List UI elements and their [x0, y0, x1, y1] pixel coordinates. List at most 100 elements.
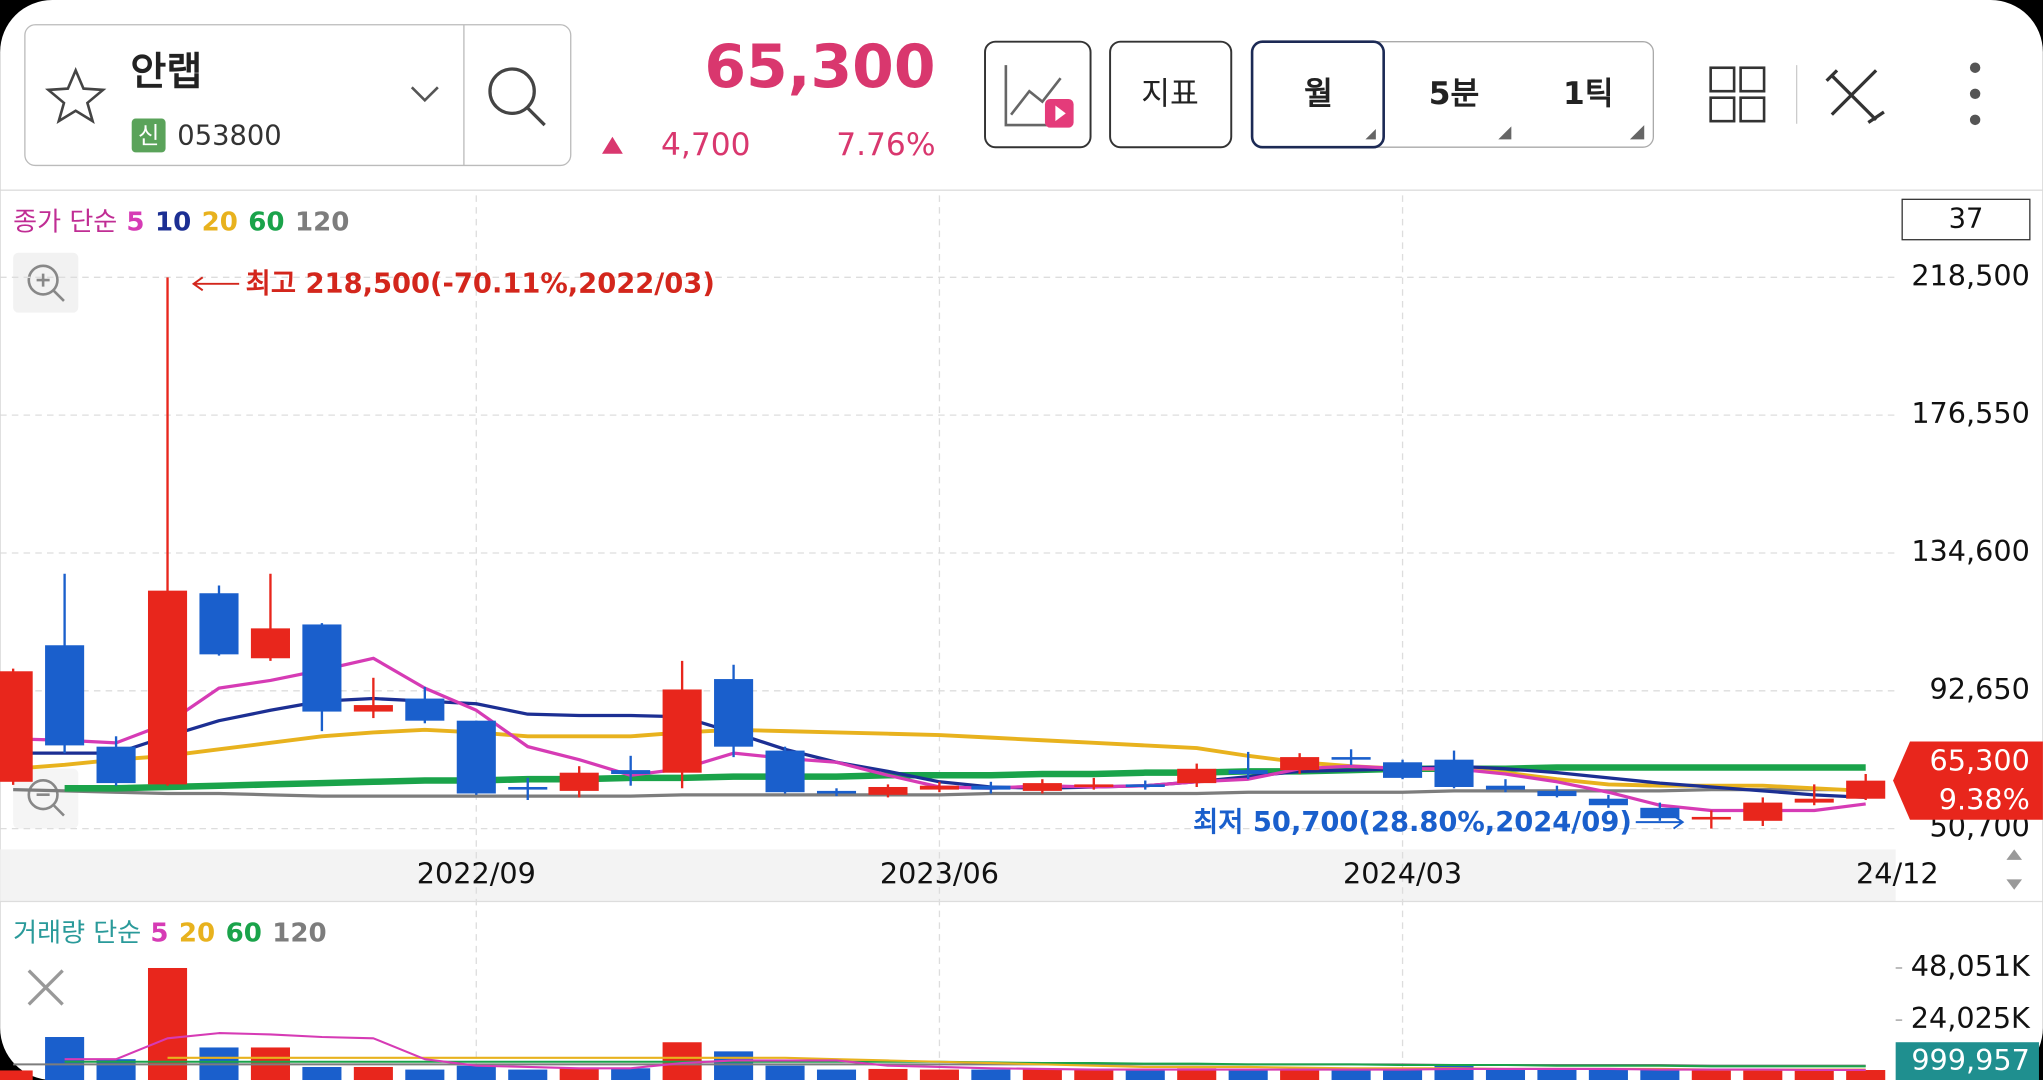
candle-body [868, 786, 908, 795]
volume-bar [919, 1069, 959, 1080]
annotation-arrow [1635, 814, 1685, 830]
close-volume-button[interactable] [27, 969, 64, 1006]
volume-bar [1228, 1070, 1268, 1080]
candle-body [147, 590, 188, 785]
stock-selector[interactable]: 안랩 신 053800 [24, 24, 572, 167]
y-tick-label: 92,650 [1930, 672, 2030, 706]
annotation-arrow [191, 276, 240, 292]
candle-body [1588, 798, 1628, 806]
stock-code: 053800 [177, 120, 281, 151]
candle-body [662, 689, 702, 773]
candle-body [1485, 785, 1526, 790]
volume-bar [0, 1070, 33, 1080]
candle-body [1743, 802, 1783, 821]
volume-bar [1485, 1069, 1526, 1080]
x-tick-label: 24/12 [1856, 856, 1939, 890]
candle-body [1794, 798, 1834, 803]
stock-name: 안랩 [130, 50, 202, 95]
candle-body [611, 770, 651, 775]
count-box [1901, 198, 2031, 241]
volume-bar [456, 1065, 496, 1080]
candle-body [1691, 816, 1731, 820]
volume-bar [405, 1069, 445, 1080]
y-tick-label: 48,051K [1911, 949, 2031, 983]
candle-body [1537, 790, 1577, 797]
x-tick-label: 2023/06 [880, 856, 999, 890]
candle-body [1125, 784, 1165, 787]
legend-entry: 20 [202, 207, 238, 237]
candle-body [199, 593, 239, 655]
volume-bar [714, 1051, 754, 1080]
search-button[interactable] [488, 67, 546, 127]
candle-body [405, 698, 445, 721]
legend-entry: 5 [126, 207, 144, 237]
candle-body [1022, 783, 1062, 791]
candle-body [971, 785, 1011, 790]
candle-body [765, 750, 805, 793]
candle-body [96, 746, 136, 784]
favorite-icon[interactable] [44, 67, 107, 125]
volume-current-box [1895, 1042, 2039, 1080]
legend-entry: 20 [179, 919, 215, 949]
legend-entry: 60 [248, 207, 284, 237]
volume-bar [765, 1065, 805, 1080]
scroll-arrows[interactable] [2006, 849, 2023, 890]
period-selected[interactable] [1250, 40, 1385, 149]
price-change: 4,700 [661, 127, 750, 163]
more-button[interactable] [1969, 62, 1981, 126]
zoom-out-button[interactable] [13, 768, 79, 829]
period-5min[interactable]: 5분 [1429, 76, 1480, 112]
legend-entry: 60 [226, 919, 262, 949]
candle-body [508, 786, 548, 790]
legend-prefix: 종가 단순 [13, 207, 117, 237]
tools-button[interactable] [1825, 69, 1885, 124]
period-tick[interactable]: 1틱 [1563, 76, 1614, 112]
candle-body [1228, 770, 1268, 775]
badge: 신 [138, 121, 160, 149]
chart-replay-button[interactable] [984, 40, 1092, 149]
price-tag-percent: 9.38% [1939, 782, 2030, 816]
volume-bar [1125, 1070, 1165, 1080]
volume-bar [1022, 1068, 1062, 1080]
volume-bar [611, 1068, 651, 1080]
current-price: 65,300 [704, 32, 935, 102]
candle-body [0, 671, 33, 782]
volume-bar [971, 1069, 1011, 1080]
candle-body [1331, 757, 1371, 760]
candle-body [1280, 757, 1320, 771]
volume-average-line [64, 1032, 1866, 1072]
volume-bar [1691, 1070, 1731, 1080]
volume-bar [147, 967, 188, 1080]
candle-body [1177, 768, 1217, 784]
volume-bar [1177, 1068, 1217, 1080]
volume-bar [508, 1069, 548, 1080]
volume-bar [1640, 1069, 1680, 1080]
candle-body [1846, 780, 1886, 799]
volume-bar [1074, 1070, 1114, 1080]
legend-prefix: 거래량 단순 [13, 919, 141, 949]
layout-button[interactable] [1709, 66, 1766, 123]
indicator-button[interactable]: 지표 [1109, 40, 1233, 149]
period-month[interactable]: 월 [1304, 76, 1333, 112]
volume-bar [1383, 1068, 1423, 1080]
legend-entry: 5 [150, 919, 168, 949]
count-label: 37 [1949, 204, 1984, 235]
candle-body [919, 785, 959, 790]
legend-entry: 10 [155, 207, 191, 237]
volume-bar [353, 1066, 393, 1080]
zoom-in-button[interactable] [13, 252, 79, 313]
moving-average-line [64, 764, 1866, 792]
dropdown-icon[interactable] [410, 86, 439, 103]
legend-entry: 120 [272, 919, 326, 949]
volume-bar [1537, 1069, 1577, 1080]
period-corners [1365, 125, 1645, 140]
candle-body [1640, 807, 1680, 819]
volume-current-label: 999,957 [1911, 1043, 2030, 1077]
volume-bar [1588, 1068, 1628, 1080]
candle-body [1074, 784, 1114, 787]
legend-entry: 120 [295, 207, 349, 237]
volume-bar [868, 1068, 908, 1080]
